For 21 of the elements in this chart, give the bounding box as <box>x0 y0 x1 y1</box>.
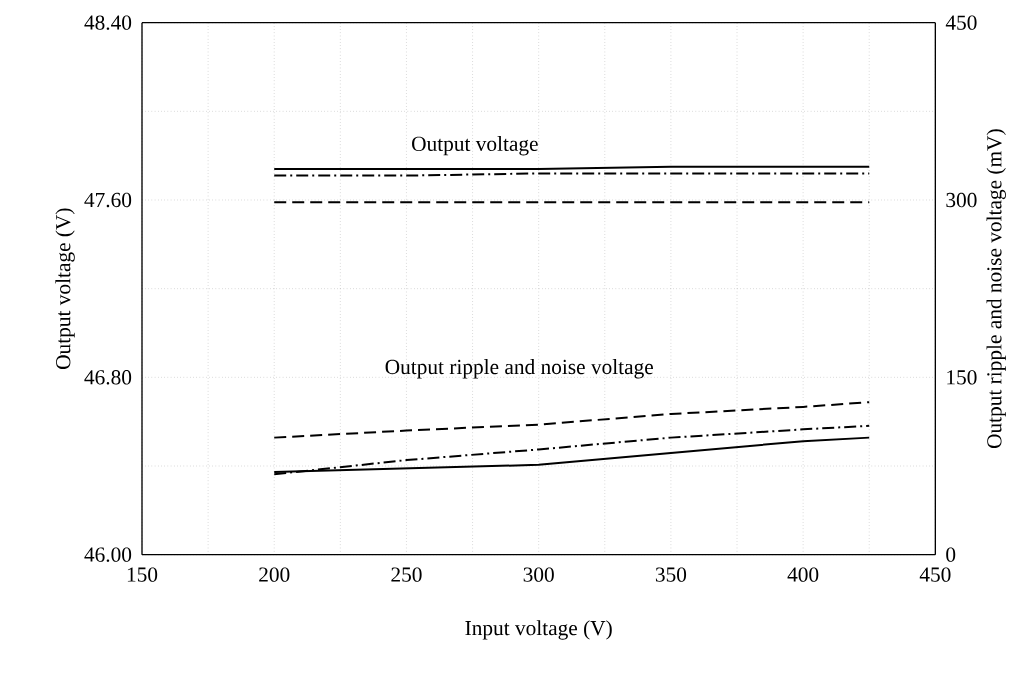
y2-tick-label: 450 <box>945 15 977 30</box>
y2-tick-label: 150 <box>947 370 977 385</box>
y-tick-label: 46.80 <box>84 370 132 385</box>
x-tick-label: 300 <box>523 567 554 582</box>
y-axis-title: Output voltage (V) <box>55 208 75 369</box>
line-series <box>273 401 871 439</box>
x-tick-label: 350 <box>655 567 687 582</box>
x-tick-label: 150 <box>127 567 158 582</box>
y2-tick-label: 300 <box>946 192 977 208</box>
y-tick-label: 47.60 <box>84 192 132 208</box>
x-tick-label: 400 <box>787 567 819 582</box>
y2-axis-title: Output ripple and noise voltage (mV) <box>986 129 1006 449</box>
y-tick-label: 46.00 <box>84 547 132 562</box>
x-tick-label: 450 <box>919 567 951 582</box>
annotation: Output voltage <box>412 135 538 156</box>
y-tick-label: 48.40 <box>84 15 132 30</box>
y2-tick-label: 0 <box>946 547 956 562</box>
x-tick-label: 250 <box>391 567 422 582</box>
x-axis-title: Input voltage (V) <box>465 620 612 640</box>
x-tick-label: 200 <box>259 567 290 582</box>
annotation: Output ripple and noise voltage <box>385 359 653 379</box>
